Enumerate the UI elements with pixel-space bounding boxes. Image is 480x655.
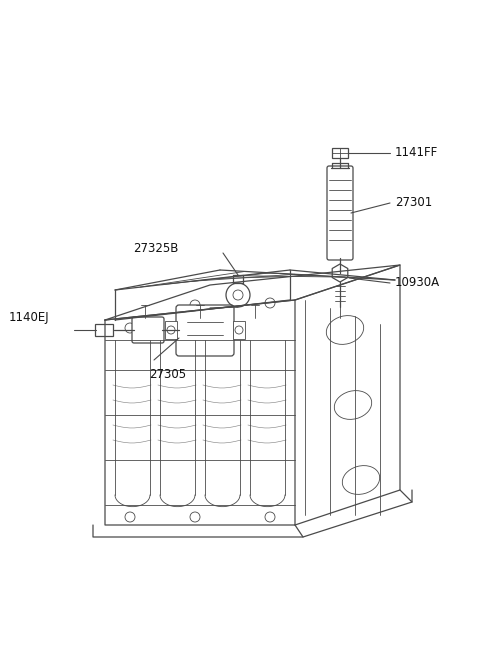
Text: 27305: 27305 xyxy=(149,369,186,381)
FancyBboxPatch shape xyxy=(327,166,353,260)
Text: 27301: 27301 xyxy=(395,196,432,210)
Text: 10930A: 10930A xyxy=(395,276,440,290)
Text: 1141FF: 1141FF xyxy=(395,147,438,160)
Text: 27325B: 27325B xyxy=(133,242,179,255)
FancyBboxPatch shape xyxy=(233,321,245,339)
FancyBboxPatch shape xyxy=(332,148,348,158)
FancyBboxPatch shape xyxy=(176,305,234,356)
FancyBboxPatch shape xyxy=(95,324,113,336)
FancyBboxPatch shape xyxy=(132,317,164,343)
Text: 1140EJ: 1140EJ xyxy=(9,312,49,324)
FancyBboxPatch shape xyxy=(165,321,177,339)
